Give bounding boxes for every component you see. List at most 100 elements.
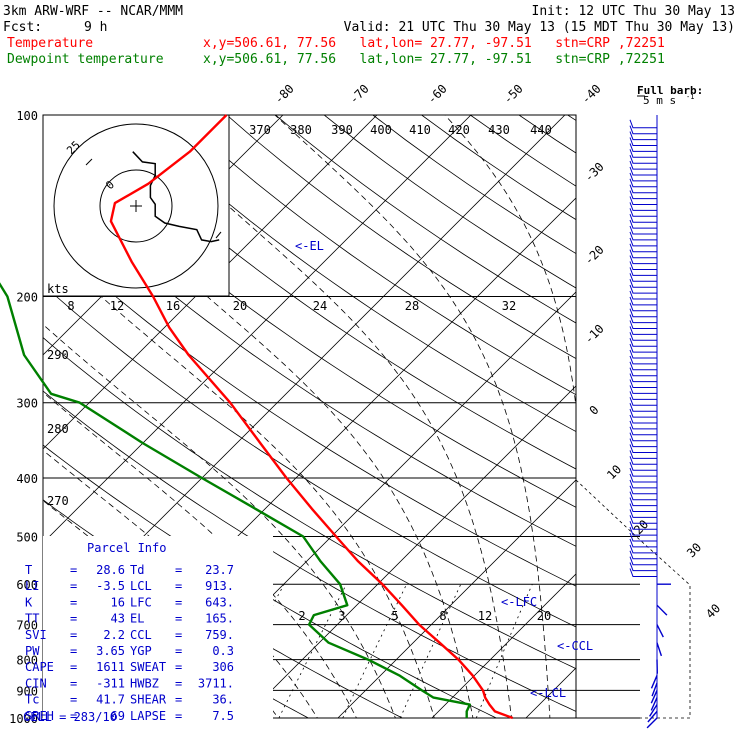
wind-barb [629,190,657,200]
pressure-label: 800 [16,654,38,668]
wind-barb [629,267,657,276]
dry-adiabat [177,115,576,396]
parcel-row-cell: Td [130,563,144,577]
parcel-row-cell: LCL [130,579,152,593]
pressure-label: 300 [16,397,38,411]
pressure-label: 1000 [9,712,38,726]
wind-barb [629,444,657,453]
wind-barb [629,172,657,182]
theta-e-label: 28 [405,299,419,313]
moist-adiabat [43,449,318,718]
parcel-row-cell: SVI [25,628,47,642]
dewpoint-trace [0,282,471,718]
theta-label-left: 270 [47,494,69,508]
wind-barb [629,149,657,158]
model-title: 3km ARW-WRF -- NCAR/MMM [3,4,183,19]
dry-adiabat [470,115,576,187]
parcel-row-cell: = [175,676,182,690]
mixing-ratio-line [399,584,462,718]
wind-barb [629,178,657,188]
wind-barb [629,249,657,259]
isotherm-label: -50 [501,82,526,107]
wind-barb [629,326,657,335]
dry-adiabat [43,126,576,508]
wind-barb [629,515,657,524]
wind-barb-low [656,624,664,638]
isotherm-line [337,479,576,718]
wind-barb [629,361,657,371]
full-barb-unit-exponent: -1 [686,93,694,101]
wind-barb [629,367,657,377]
moist-adiabat [131,115,512,718]
mixing-ratio-line [342,584,407,718]
wind-barb [629,420,657,430]
isotherm-line [620,115,740,718]
parcel-row-cell: LAPSE [130,709,166,723]
parcel-row-cell: 23.7 [205,563,234,577]
mixing-ratio-label: 2 [298,609,305,623]
level-marker-el: <-EL [295,239,324,253]
wind-barb [629,125,657,135]
parcel-row-cell: CIN [25,676,47,690]
full-barb-label: Full barb: [637,84,703,97]
parcel-row-cell: = [70,579,77,593]
isotherm-line [714,115,740,718]
wind-barb [629,237,657,247]
wind-barb [629,119,657,129]
mixing-ratio-label: 20 [537,609,551,623]
parcel-info-title: Parcel Info [87,541,166,555]
dewpoint-legend: Dewpoint temperature [7,52,164,67]
hodograph-tick [85,158,93,166]
wind-barb [629,196,657,205]
dry-adiabat [323,115,576,289]
parcel-row-cell: 0.3 [212,644,234,658]
theta-label-top: 400 [370,123,392,137]
parcel-info-panel [43,536,273,726]
parcel-row-cell: PW [25,644,40,658]
wind-barb [629,526,657,536]
parcel-info-table: T = 28.6 Td = 23.7 LI = -3.5 LCL = 913. K = 16 LFC = 643.… [25,563,234,723]
wind-barb [629,456,657,465]
isotherm-line [0,115,1,718]
wind-barb [629,426,657,436]
isotherm-line [431,573,576,718]
parcel-row-cell: -311 [96,676,125,690]
wind-barb [629,373,657,383]
mixing-ratio-label: 5 [391,609,398,623]
dry-adiabat [43,231,576,587]
pressure-label: 600 [16,578,38,592]
parcel-row-cell: Tc [25,693,39,707]
plot-frame [42,114,577,719]
wind-barb [629,349,657,359]
pressure-label: 100 [16,109,38,123]
mixing-ratio-label: 12 [478,609,492,623]
pressure-label: 200 [16,291,38,305]
isotherm-label: 40 [703,601,723,621]
moist-adiabat [43,323,396,718]
parcel-row-cell: 306 [212,660,234,674]
moist-adiabat [43,141,474,718]
isotherm-label: -40 [579,82,604,107]
wind-barb [629,231,657,241]
parcel-row-cell: YGP [130,644,152,658]
parcel-row-cell: SHEAR [130,693,167,707]
wind-barb [629,538,657,548]
pressure-label: 400 [16,472,38,486]
sounding-traces: <-EL <-LFC <-CCL <-LCL [0,114,593,720]
parcel-row-cell: 913. [205,579,234,593]
parcel-row-cell: = [175,709,182,723]
wind-barb [629,414,657,424]
wind-barb [629,391,657,400]
dry-adiabat [80,115,576,470]
theta-label-top: 410 [409,123,431,137]
init-time: Init: 12 UTC Thu 30 May 13 [532,4,736,19]
pressure-label: 900 [16,684,38,698]
pressure-label: 700 [16,619,38,633]
theta-e-label: 12 [110,299,124,313]
parcel-row-cell: = [70,709,77,723]
parcel-row-cell: 3.65 [96,644,125,658]
isotherm-label: 10 [604,462,624,482]
wind-barb [629,550,657,560]
isotherm-line [43,115,472,544]
valid-time: Valid: 21 UTC Thu 30 May 13 (15 MDT Thu … [344,20,735,35]
